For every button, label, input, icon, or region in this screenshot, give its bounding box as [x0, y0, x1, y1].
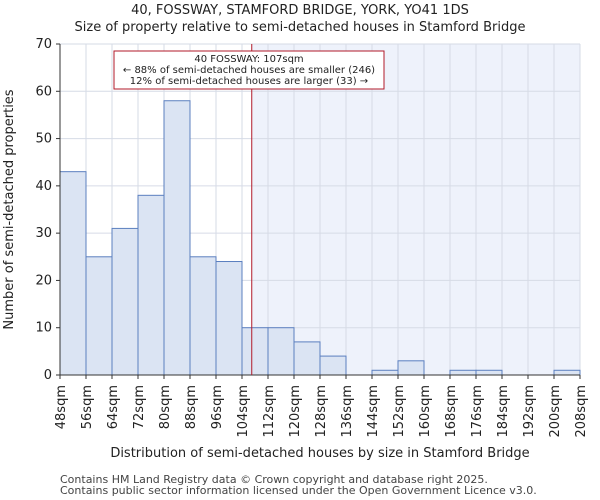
x-tick-label: 152sqm: [392, 385, 407, 438]
x-tick-label: 128sqm: [314, 385, 329, 438]
histogram-bar: [267, 327, 295, 376]
x-tick-label: 96sqm: [210, 385, 225, 429]
annotation-larger: 12% of semi-detached houses are larger (…: [130, 76, 368, 87]
chart-subtitle: Size of property relative to semi-detach…: [74, 20, 526, 35]
histogram-bar: [475, 369, 503, 376]
x-tick-label: 80sqm: [158, 385, 173, 429]
x-tick-label: 192sqm: [522, 385, 537, 438]
x-tick-label: 136sqm: [340, 385, 355, 438]
y-tick-label: 40: [35, 179, 52, 194]
histogram-bar: [371, 369, 399, 376]
y-tick-label: 10: [35, 321, 52, 336]
x-axis-title: Distribution of semi-detached houses by …: [110, 446, 529, 461]
histogram-bar: [189, 256, 217, 376]
histogram-bar: [215, 261, 243, 376]
x-tick-label: 88sqm: [184, 385, 199, 429]
footer-copyright: Contains HM Land Registry data © Crown c…: [60, 473, 488, 486]
x-tick-label: 120sqm: [288, 385, 303, 438]
x-tick-label: 160sqm: [418, 385, 433, 438]
y-tick-label: 70: [35, 37, 52, 52]
x-tick-label: 208sqm: [574, 385, 589, 438]
histogram-bar: [111, 227, 139, 376]
larger-region-shade: [251, 44, 580, 375]
y-tick-label: 20: [35, 273, 52, 288]
histogram-bar: [449, 369, 477, 376]
x-tick-label: 184sqm: [496, 385, 511, 438]
x-tick-label: 56sqm: [80, 385, 95, 429]
y-tick-label: 0: [44, 368, 52, 383]
x-tick-label: 104sqm: [236, 385, 251, 438]
y-tick-label: 60: [35, 84, 52, 99]
histogram-bar: [85, 256, 113, 376]
histogram-bar: [553, 369, 581, 376]
histogram-bar: [293, 341, 321, 376]
histogram-bar: [241, 327, 269, 376]
histogram-bar: [137, 194, 165, 376]
x-tick-label: 144sqm: [366, 385, 381, 438]
footer-licence: Contains public sector information licen…: [60, 484, 537, 497]
y-tick-label: 30: [35, 226, 52, 241]
x-tick-label: 168sqm: [444, 385, 459, 438]
y-tick-label: 50: [35, 132, 52, 147]
histogram-bar: [59, 171, 87, 376]
annotation-box: [113, 50, 385, 90]
x-tick-label: 72sqm: [132, 385, 147, 429]
y-axis-title: Number of semi-detached properties: [2, 89, 17, 329]
histogram-bar: [163, 100, 191, 376]
histogram-bar: [397, 360, 425, 376]
annotation-smaller: ← 88% of semi-detached houses are smalle…: [123, 65, 375, 76]
x-tick-label: 64sqm: [106, 385, 121, 429]
annotation-title: 40 FOSSWAY: 107sqm: [194, 54, 303, 65]
x-tick-label: 176sqm: [470, 385, 485, 438]
x-tick-label: 200sqm: [548, 385, 563, 438]
histogram-bar: [319, 355, 347, 376]
x-tick-label: 112sqm: [262, 385, 277, 438]
chart-title: 40, FOSSWAY, STAMFORD BRIDGE, YORK, YO41…: [131, 3, 469, 18]
x-tick-label: 48sqm: [54, 385, 69, 429]
